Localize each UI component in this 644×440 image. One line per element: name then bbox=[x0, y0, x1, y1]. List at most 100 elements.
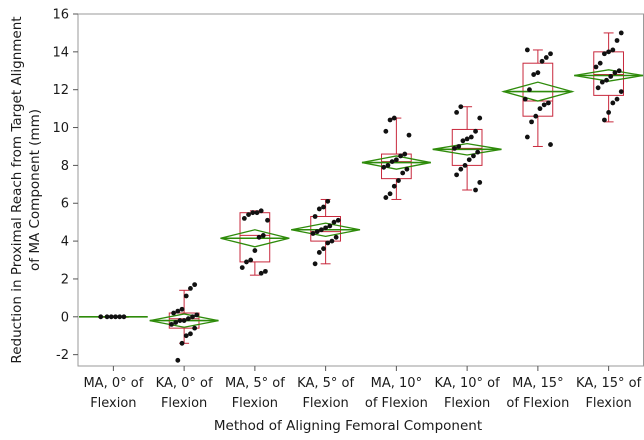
data-point bbox=[602, 51, 607, 57]
data-point bbox=[175, 357, 181, 363]
data-point bbox=[595, 85, 601, 91]
data-point bbox=[312, 214, 318, 219]
data-point bbox=[188, 286, 193, 291]
iqr-box bbox=[310, 215, 341, 242]
data-point bbox=[335, 217, 341, 223]
data-point bbox=[473, 187, 478, 193]
x-axis-title: Method of Aligning Femoral Component bbox=[214, 418, 482, 434]
data-point bbox=[548, 142, 553, 147]
data-point bbox=[393, 157, 399, 163]
y-axis: -2 0 2 4 6 8 10 12 14 16 bbox=[52, 8, 78, 363]
data-point bbox=[192, 325, 198, 331]
data-point bbox=[548, 51, 553, 57]
data-point bbox=[175, 308, 181, 314]
plot-border bbox=[77, 13, 644, 367]
y-tick-label: 14 bbox=[52, 45, 69, 60]
data-point bbox=[475, 149, 481, 155]
y-tick-label: 4 bbox=[61, 235, 69, 250]
data-point bbox=[614, 38, 620, 43]
data-point bbox=[535, 70, 541, 76]
data-point bbox=[121, 314, 127, 320]
y-tick-label: 0 bbox=[61, 310, 69, 325]
data-point bbox=[391, 183, 397, 189]
data-point bbox=[262, 268, 268, 274]
data-point bbox=[181, 318, 187, 323]
category-group bbox=[79, 314, 148, 320]
data-point bbox=[533, 113, 539, 119]
data-point bbox=[383, 195, 389, 200]
data-point bbox=[524, 134, 530, 140]
data-point bbox=[391, 115, 397, 121]
data-point bbox=[183, 333, 189, 339]
x-tick-label-line-2: of Flexion bbox=[506, 396, 569, 411]
data-point bbox=[244, 259, 249, 265]
data-point bbox=[329, 238, 335, 244]
x-tick-label-line-1: MA, 15° bbox=[512, 376, 563, 391]
data-point bbox=[179, 306, 185, 312]
data-point bbox=[325, 240, 331, 246]
data-point bbox=[618, 30, 624, 36]
x-tick-label-line-2: Flexion bbox=[585, 396, 631, 411]
data-point bbox=[458, 166, 464, 172]
data-point bbox=[452, 145, 457, 151]
data-point bbox=[454, 110, 460, 115]
data-point bbox=[604, 77, 609, 83]
data-point bbox=[524, 47, 530, 53]
data-point bbox=[312, 261, 318, 267]
data-point bbox=[610, 47, 616, 53]
data-point bbox=[458, 104, 464, 110]
data-point bbox=[188, 331, 193, 337]
category-group bbox=[501, 47, 575, 147]
data-point bbox=[406, 132, 412, 138]
data-point bbox=[314, 229, 320, 235]
y-tick-label: 10 bbox=[52, 121, 69, 136]
data-point bbox=[173, 320, 179, 325]
data-point bbox=[316, 206, 322, 212]
series bbox=[79, 30, 644, 363]
data-point bbox=[404, 166, 410, 172]
data-point bbox=[239, 265, 245, 270]
data-point bbox=[246, 212, 251, 218]
y-tick-label: 12 bbox=[52, 83, 69, 98]
data-point bbox=[539, 58, 545, 64]
data-point bbox=[333, 234, 339, 240]
x-tick-label-line-1: MA, 10° bbox=[371, 376, 422, 391]
y-axis-title-line-1: Reduction in Proximal Reach from Target … bbox=[9, 16, 25, 363]
x-tick-label-line-2: Flexion bbox=[444, 396, 490, 411]
data-point bbox=[529, 119, 534, 125]
data-point bbox=[250, 210, 256, 216]
x-tick-label-line-2: of Flexion bbox=[365, 396, 428, 411]
data-point bbox=[618, 89, 624, 94]
x-tick-label-line-2: Flexion bbox=[161, 396, 207, 411]
data-point bbox=[606, 49, 612, 55]
data-point bbox=[402, 151, 408, 157]
data-point bbox=[387, 117, 393, 123]
x-tick-label-line-2: Flexion bbox=[232, 396, 278, 411]
data-point bbox=[381, 164, 387, 170]
x-tick-label-line-2: Flexion bbox=[302, 396, 348, 411]
data-point bbox=[113, 314, 118, 320]
data-point bbox=[179, 340, 185, 346]
category-group bbox=[149, 282, 219, 363]
category-group bbox=[574, 30, 644, 123]
x-tick-label-line-1: MA, 5° of bbox=[225, 376, 285, 391]
data-point bbox=[396, 178, 401, 183]
data-point bbox=[323, 225, 329, 231]
data-point bbox=[460, 138, 466, 144]
data-point bbox=[104, 314, 110, 320]
data-point bbox=[241, 215, 247, 221]
data-point bbox=[192, 282, 198, 288]
data-point bbox=[108, 314, 114, 320]
data-point bbox=[610, 100, 616, 106]
data-point bbox=[383, 128, 389, 134]
data-point bbox=[248, 257, 254, 263]
data-point bbox=[593, 64, 599, 70]
data-point bbox=[385, 162, 391, 168]
y-tick-label: 8 bbox=[61, 159, 69, 174]
data-point bbox=[169, 321, 174, 327]
data-point bbox=[597, 60, 603, 66]
y-tick-label: 6 bbox=[61, 197, 69, 212]
data-point bbox=[531, 72, 537, 77]
